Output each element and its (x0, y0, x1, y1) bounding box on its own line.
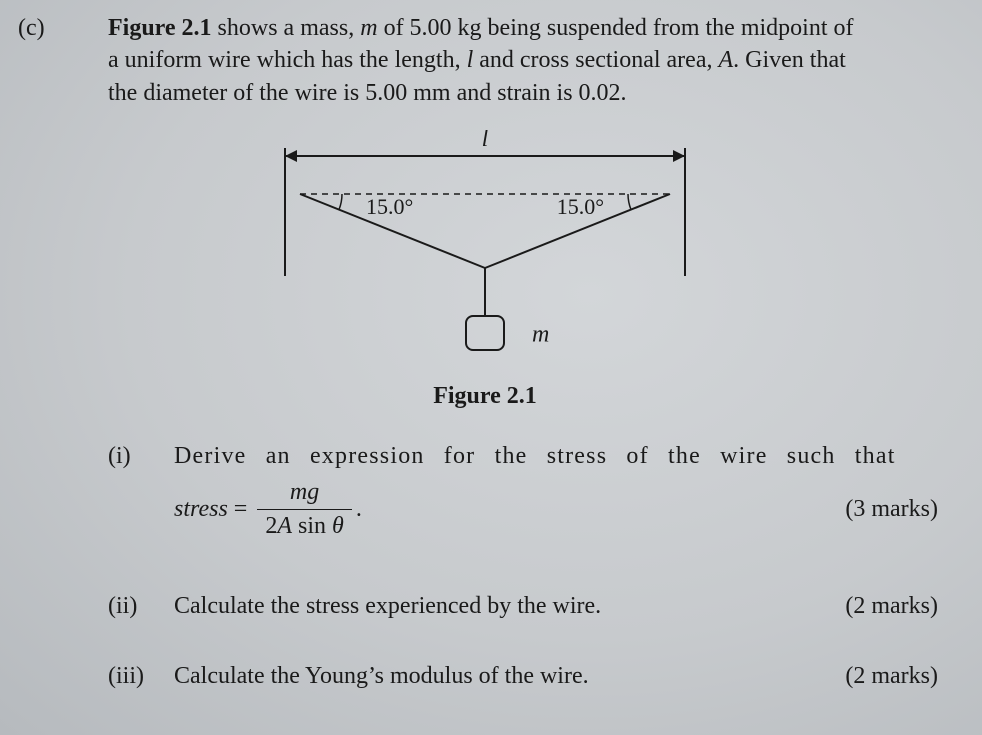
subpart-iii-prompt: Calculate the Young’s modulus of the wir… (174, 663, 589, 689)
subpart-i: (i) Derive an expression for the stress … (108, 440, 958, 542)
eq-den-A: A (277, 513, 292, 539)
eq-lhs: stress (174, 493, 228, 525)
eq-denominator: 2A sin θ (257, 509, 351, 542)
subpart-label: (iii) (108, 660, 168, 692)
eq-den-2: 2 (265, 513, 277, 539)
svg-text:m: m (532, 322, 549, 348)
var-m: m (360, 15, 377, 41)
subpart-iii: (iii) Calculate the Young’s modulus of t… (108, 660, 958, 692)
svg-text:l: l (482, 130, 489, 152)
part-label: (c) (18, 12, 45, 44)
subpart-ii-prompt: Calculate the stress experienced by the … (174, 593, 601, 619)
subpart-body: Derive an expression for the stress of t… (174, 440, 944, 542)
exam-page: (c) Figure 2.1 shows a mass, m of 5.00 k… (0, 0, 982, 735)
figure-caption: Figure 2.1 (250, 380, 720, 412)
marks: (2 marks) (845, 590, 938, 622)
subpart-i-prompt: Derive an expression for the stress of t… (174, 440, 944, 472)
eq-equals: = (228, 493, 254, 525)
subpart-ii: (ii) Calculate the stress experienced by… (108, 590, 958, 622)
var-A: A (718, 47, 733, 73)
eq-den-theta: θ (332, 513, 344, 539)
intro-text: . Given that (733, 47, 846, 73)
marks: (2 marks) (845, 660, 938, 692)
marks: (3 marks) (845, 493, 938, 525)
intro-text: a uniform wire which has the length, (108, 47, 467, 73)
eq-numerator: mg (257, 476, 351, 508)
subpart-label: (ii) (108, 590, 168, 622)
figure-ref: Figure 2.1 (108, 15, 212, 41)
eq-den-sin: sin (292, 513, 332, 539)
figure-2-1: l15.0°15.0°m Figure 2.1 (250, 130, 720, 390)
intro-text: and cross sectional area, (473, 47, 718, 73)
eq-fraction: mg 2A sin θ (257, 476, 351, 542)
intro-text: of 5.00 kg being suspended from the midp… (378, 15, 854, 41)
intro-text: the diameter of the wire is 5.00 mm and … (108, 80, 627, 106)
eq-tail: . (356, 493, 362, 525)
svg-text:15.0°: 15.0° (366, 194, 413, 219)
question-intro: Figure 2.1 shows a mass, m of 5.00 kg be… (108, 12, 948, 109)
intro-text: shows a mass, (212, 15, 361, 41)
subpart-body: Calculate the stress experienced by the … (174, 590, 944, 622)
subpart-i-equation: stress = mg 2A sin θ . (3 marks) (174, 476, 944, 542)
subpart-body: Calculate the Young’s modulus of the wir… (174, 660, 944, 692)
figure-svg: l 15.0° 15.0° m (250, 130, 720, 370)
subpart-label: (i) (108, 440, 168, 472)
svg-text:15.0°: 15.0° (557, 194, 604, 219)
